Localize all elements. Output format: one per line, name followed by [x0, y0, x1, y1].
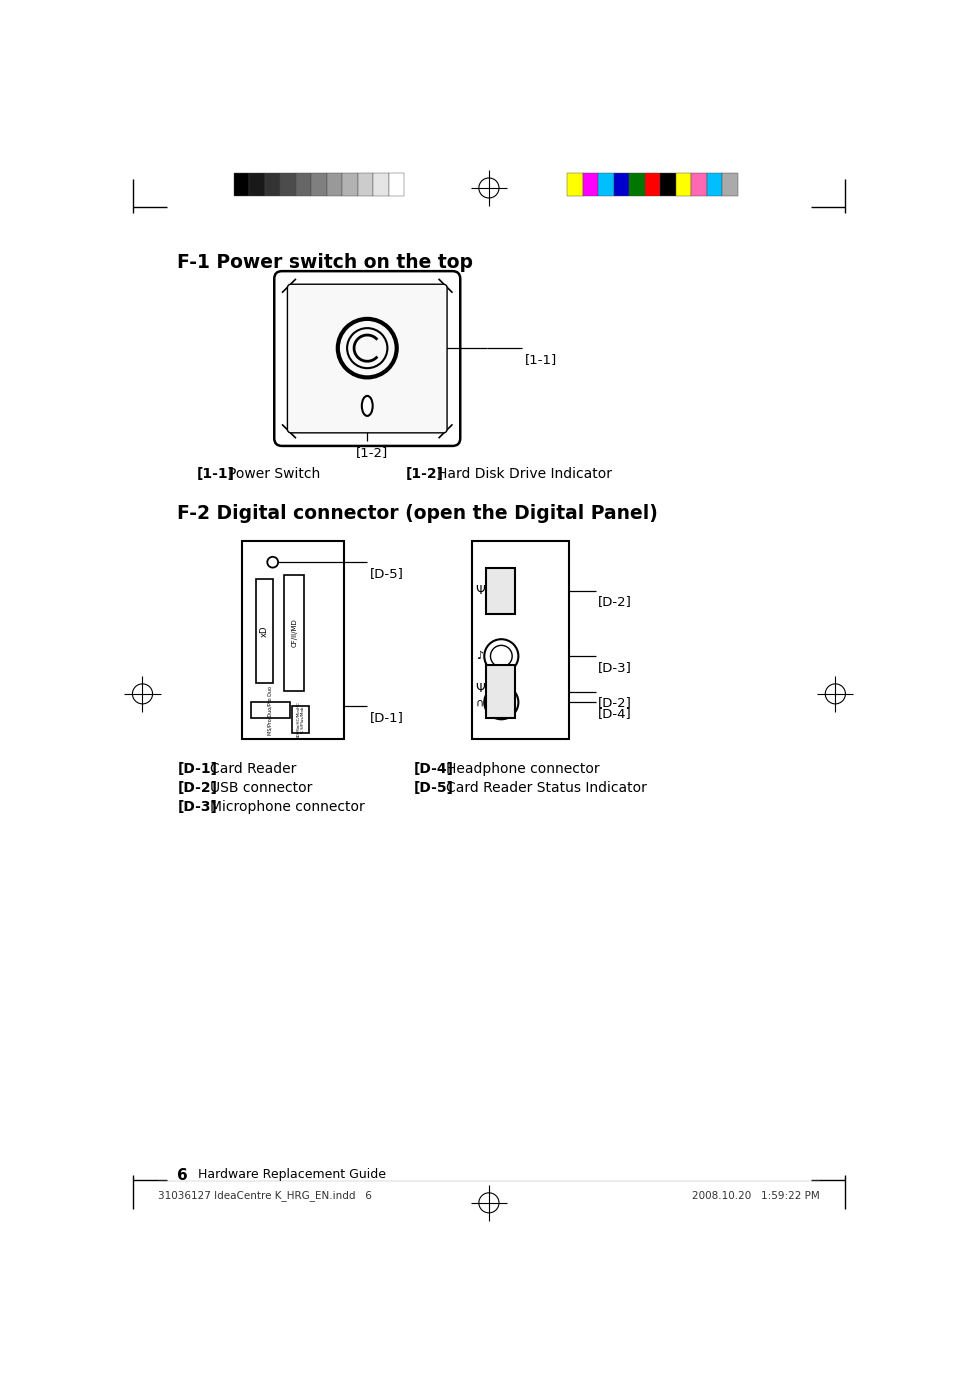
Bar [691, 173, 706, 195]
Bar [472, 540, 568, 739]
Bar [598, 173, 613, 195]
Text: ∩: ∩ [476, 698, 483, 708]
Bar [629, 173, 644, 195]
Bar [357, 173, 373, 195]
Text: [D-2]: [D-2] [177, 780, 217, 796]
FancyBboxPatch shape [274, 271, 459, 447]
Text: [D-1]: [D-1] [177, 761, 217, 776]
Bar [389, 173, 404, 195]
Bar [485, 665, 515, 717]
Text: CF/II/MD: CF/II/MD [291, 618, 297, 647]
Text: [D-3]: [D-3] [598, 661, 632, 673]
Text: [D-3]: [D-3] [177, 800, 217, 815]
Text: [1-1]: [1-1] [525, 353, 557, 365]
FancyBboxPatch shape [287, 284, 447, 433]
Text: xD: xD [259, 625, 269, 638]
Bar [582, 173, 598, 195]
Bar [295, 173, 311, 195]
Text: [D-4]: [D-4] [598, 708, 631, 720]
Text: SD/MiniHC/MiniHC
R S/Plus/Mob: SD/MiniHC/MiniHC R S/Plus/Mob [296, 701, 305, 738]
Bar [659, 173, 675, 195]
Bar [265, 173, 280, 195]
Bar [241, 540, 344, 739]
Text: Card Reader Status Indicator: Card Reader Status Indicator [446, 780, 646, 796]
Text: Ψ: Ψ [476, 682, 485, 695]
Bar [251, 702, 290, 717]
Ellipse shape [361, 396, 373, 416]
Text: [1-2]: [1-2] [406, 467, 443, 481]
Text: [D-4]: [D-4] [414, 761, 454, 776]
Bar [249, 173, 265, 195]
Text: Hardware Replacement Guide: Hardware Replacement Guide [198, 1168, 386, 1182]
Bar [675, 173, 691, 195]
Bar [373, 173, 389, 195]
Text: F-2 Digital connector (open the Digital Panel): F-2 Digital connector (open the Digital … [177, 504, 658, 522]
Text: [1-2]: [1-2] [355, 447, 388, 459]
Text: ♪: ♪ [476, 651, 482, 661]
Text: 6: 6 [177, 1168, 188, 1183]
Bar [485, 567, 515, 614]
Text: USB connector: USB connector [210, 780, 312, 796]
Bar [721, 173, 737, 195]
Text: [D-5]: [D-5] [414, 780, 454, 796]
Bar [706, 173, 721, 195]
Text: Power Switch: Power Switch [228, 467, 319, 481]
Text: Hard Disk Drive Indicator: Hard Disk Drive Indicator [436, 467, 612, 481]
Bar [644, 173, 659, 195]
Text: F-1 Power switch on the top: F-1 Power switch on the top [177, 253, 473, 272]
Text: Card Reader: Card Reader [210, 761, 296, 776]
Text: [D-2]: [D-2] [598, 595, 632, 609]
Bar [327, 173, 342, 195]
Bar [284, 576, 304, 691]
Bar [255, 578, 273, 683]
Text: 31036127 IdeaCentre K_HRG_EN.indd   6: 31036127 IdeaCentre K_HRG_EN.indd 6 [158, 1190, 372, 1201]
Bar [292, 706, 309, 734]
Text: Microphone connector: Microphone connector [210, 800, 364, 815]
Bar [233, 173, 249, 195]
Text: Ψ: Ψ [476, 584, 485, 598]
Text: MS/Pro/Duo/Pro Duo: MS/Pro/Duo/Pro Duo [268, 686, 273, 735]
Text: Headphone connector: Headphone connector [446, 761, 599, 776]
Bar [280, 173, 295, 195]
Text: [D-1]: [D-1] [369, 710, 403, 724]
Bar [311, 173, 327, 195]
Bar [342, 173, 357, 195]
Bar [567, 173, 582, 195]
Text: [D-2]: [D-2] [598, 697, 632, 709]
Bar [613, 173, 629, 195]
Text: 2008.10.20   1:59:22 PM: 2008.10.20 1:59:22 PM [691, 1190, 819, 1201]
Text: [D-5]: [D-5] [369, 567, 403, 580]
Text: [1-1]: [1-1] [196, 467, 234, 481]
